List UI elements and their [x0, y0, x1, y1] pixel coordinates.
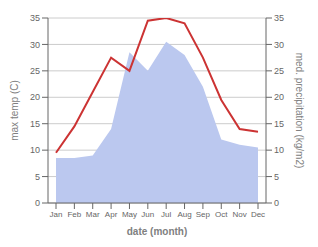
svg-text:10: 10 — [274, 145, 284, 155]
svg-text:Mar: Mar — [86, 210, 100, 219]
svg-text:Jun: Jun — [141, 210, 154, 219]
svg-text:5: 5 — [35, 172, 40, 182]
svg-text:10: 10 — [30, 145, 40, 155]
svg-text:max temp (C): max temp (C) — [9, 80, 20, 141]
svg-text:35: 35 — [30, 13, 40, 23]
svg-text:Feb: Feb — [67, 210, 81, 219]
svg-text:Nov: Nov — [233, 210, 247, 219]
svg-text:25: 25 — [30, 66, 40, 76]
svg-text:15: 15 — [274, 119, 284, 129]
svg-text:5: 5 — [274, 172, 279, 182]
svg-text:15: 15 — [30, 119, 40, 129]
svg-text:30: 30 — [274, 40, 284, 50]
svg-text:35: 35 — [274, 13, 284, 23]
svg-text:0: 0 — [274, 198, 279, 208]
svg-text:20: 20 — [30, 92, 40, 102]
svg-text:Oct: Oct — [215, 210, 228, 219]
svg-text:30: 30 — [30, 40, 40, 50]
svg-text:Sep: Sep — [196, 210, 211, 219]
svg-text:date (month): date (month) — [127, 226, 188, 237]
svg-text:0: 0 — [35, 198, 40, 208]
svg-text:Aug: Aug — [177, 210, 191, 219]
svg-text:Jul: Jul — [161, 210, 171, 219]
svg-text:Jan: Jan — [50, 210, 63, 219]
svg-text:25: 25 — [274, 66, 284, 76]
svg-text:Apr: Apr — [105, 210, 118, 219]
svg-text:med. precipitation (kg/m2): med. precipitation (kg/m2) — [294, 53, 305, 169]
svg-text:20: 20 — [274, 92, 284, 102]
svg-text:Dec: Dec — [251, 210, 265, 219]
svg-text:May: May — [122, 210, 137, 219]
